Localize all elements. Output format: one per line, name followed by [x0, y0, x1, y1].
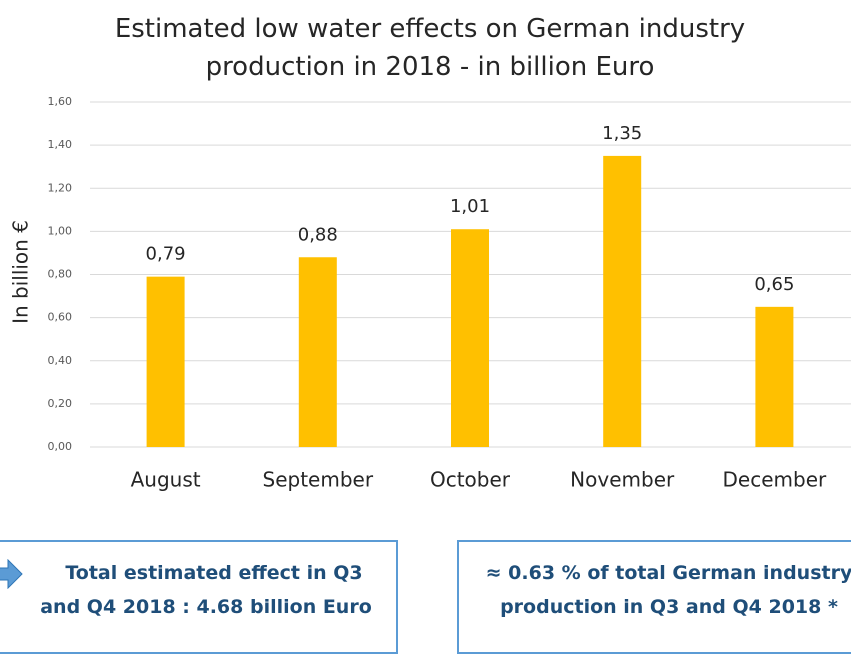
- value-label: 1,35: [602, 123, 642, 144]
- note-box: ≈ 0.63 % of total German industry produc…: [457, 540, 851, 654]
- bar: [298, 257, 337, 447]
- note-line: production in Q3 and Q4 2018 *: [500, 596, 838, 618]
- note-line: Total estimated effect in Q3: [65, 562, 363, 584]
- x-tick-label: October: [430, 468, 511, 492]
- y-tick-label: 0,20: [48, 397, 73, 410]
- bar: [603, 155, 642, 447]
- y-tick-label: 1,00: [48, 224, 73, 237]
- value-label: 0,65: [754, 274, 794, 295]
- note-line: ≈ 0.63 % of total German industry: [485, 562, 851, 584]
- y-tick-label: 0,00: [48, 440, 73, 453]
- page: {"chart_data": {"type": "bar", "title": …: [0, 14, 851, 654]
- bar: [755, 306, 794, 447]
- y-tick-label: 0,80: [48, 268, 73, 281]
- y-axis-label: In billion €: [9, 220, 33, 324]
- y-tick-label: 1,20: [48, 181, 73, 194]
- x-tick-label: August: [131, 468, 201, 492]
- chart: In billion € 0,00 0,20 0,40 0,60 0,80 1,00 1,2…: [9, 95, 851, 492]
- y-tick-label: 1,40: [48, 138, 73, 151]
- chart-title: Estimated low water effects on German in…: [114, 14, 746, 82]
- note-line: and Q4 2018 : 4.68 billion Euro: [40, 596, 372, 618]
- bar: [146, 276, 185, 447]
- bar: [451, 229, 489, 447]
- arrow-icon: [0, 559, 23, 589]
- x-tick-label: December: [723, 468, 827, 492]
- x-tick-label: November: [570, 468, 675, 492]
- value-label: 0,88: [298, 224, 338, 245]
- value-label: 1,01: [450, 196, 490, 217]
- y-tick-label: 1,60: [48, 95, 73, 108]
- note-box: Total estimated effect in Q3 and Q4 2018…: [0, 540, 398, 654]
- value-label: 0,79: [146, 244, 186, 265]
- x-tick-label: September: [263, 468, 374, 492]
- y-tick-label: 0,40: [48, 354, 73, 367]
- y-tick-label: 0,60: [48, 311, 73, 324]
